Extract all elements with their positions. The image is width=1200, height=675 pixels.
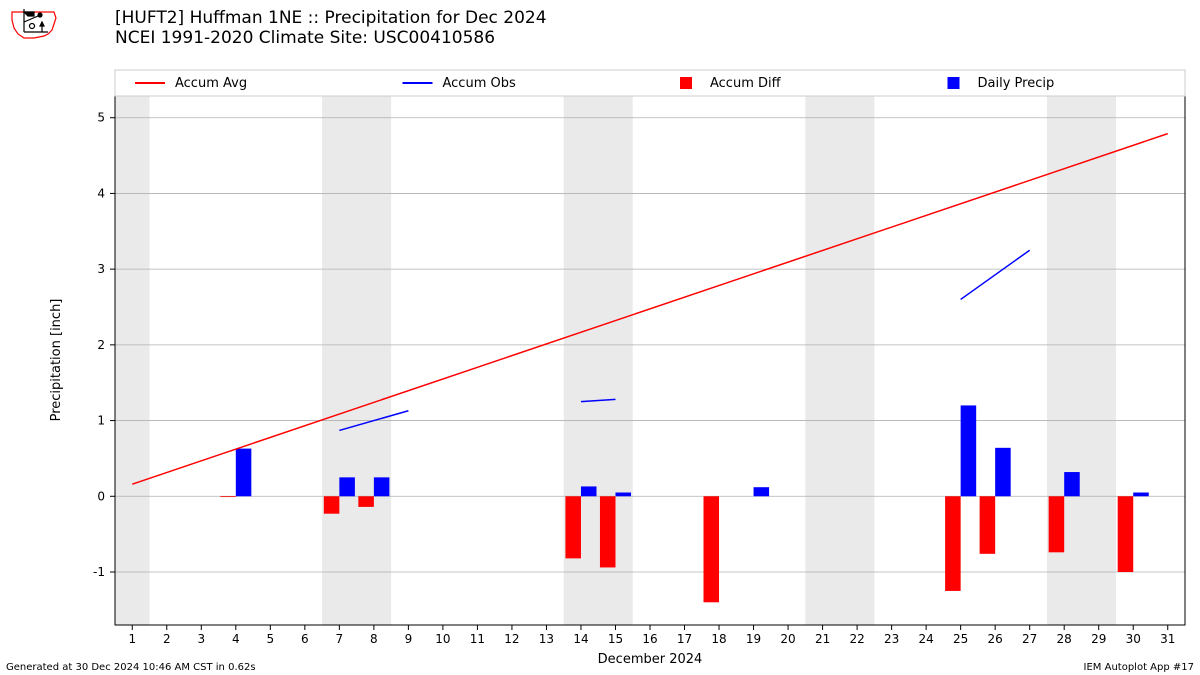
svg-text:24: 24 <box>918 632 933 646</box>
svg-text:Precipitation [inch]: Precipitation [inch] <box>49 299 64 422</box>
svg-text:0: 0 <box>97 489 105 503</box>
svg-text:27: 27 <box>1022 632 1037 646</box>
svg-text:21: 21 <box>815 632 830 646</box>
svg-text:5: 5 <box>267 632 275 646</box>
svg-text:18: 18 <box>711 632 726 646</box>
svg-text:28: 28 <box>1057 632 1072 646</box>
svg-text:-1: -1 <box>93 565 105 579</box>
svg-text:1: 1 <box>97 414 105 428</box>
svg-text:12: 12 <box>504 632 519 646</box>
svg-text:17: 17 <box>677 632 692 646</box>
svg-text:2: 2 <box>163 632 171 646</box>
svg-text:13: 13 <box>539 632 554 646</box>
svg-text:Accum Avg: Accum Avg <box>175 76 247 91</box>
svg-text:7: 7 <box>336 632 344 646</box>
svg-text:2: 2 <box>97 338 105 352</box>
svg-text:Daily Precip: Daily Precip <box>978 76 1055 91</box>
svg-text:5: 5 <box>97 111 105 125</box>
svg-text:23: 23 <box>884 632 899 646</box>
svg-text:10: 10 <box>435 632 450 646</box>
svg-text:4: 4 <box>232 632 240 646</box>
svg-text:4: 4 <box>97 186 105 200</box>
svg-text:December 2024: December 2024 <box>598 652 703 667</box>
precip-chart: 1234567891011121314151617181920212223242… <box>0 0 1200 675</box>
svg-text:22: 22 <box>849 632 864 646</box>
svg-text:6: 6 <box>301 632 309 646</box>
svg-text:Accum Diff: Accum Diff <box>710 76 782 91</box>
svg-text:29: 29 <box>1091 632 1106 646</box>
svg-text:30: 30 <box>1126 632 1141 646</box>
svg-text:3: 3 <box>97 262 105 276</box>
svg-text:31: 31 <box>1160 632 1175 646</box>
footer-app: IEM Autoplot App #17 <box>1084 662 1194 673</box>
svg-text:15: 15 <box>608 632 623 646</box>
svg-text:16: 16 <box>642 632 657 646</box>
svg-text:1: 1 <box>128 632 136 646</box>
svg-text:11: 11 <box>470 632 485 646</box>
svg-text:26: 26 <box>988 632 1003 646</box>
svg-text:19: 19 <box>746 632 761 646</box>
svg-text:25: 25 <box>953 632 968 646</box>
container: [HUFT2] Huffman 1NE :: Precipitation for… <box>0 0 1200 675</box>
svg-text:Accum Obs: Accum Obs <box>443 76 516 91</box>
svg-text:9: 9 <box>405 632 413 646</box>
footer-generated: Generated at 30 Dec 2024 10:46 AM CST in… <box>6 662 256 673</box>
svg-text:14: 14 <box>573 632 588 646</box>
svg-text:8: 8 <box>370 632 378 646</box>
svg-text:20: 20 <box>780 632 795 646</box>
svg-text:3: 3 <box>197 632 205 646</box>
